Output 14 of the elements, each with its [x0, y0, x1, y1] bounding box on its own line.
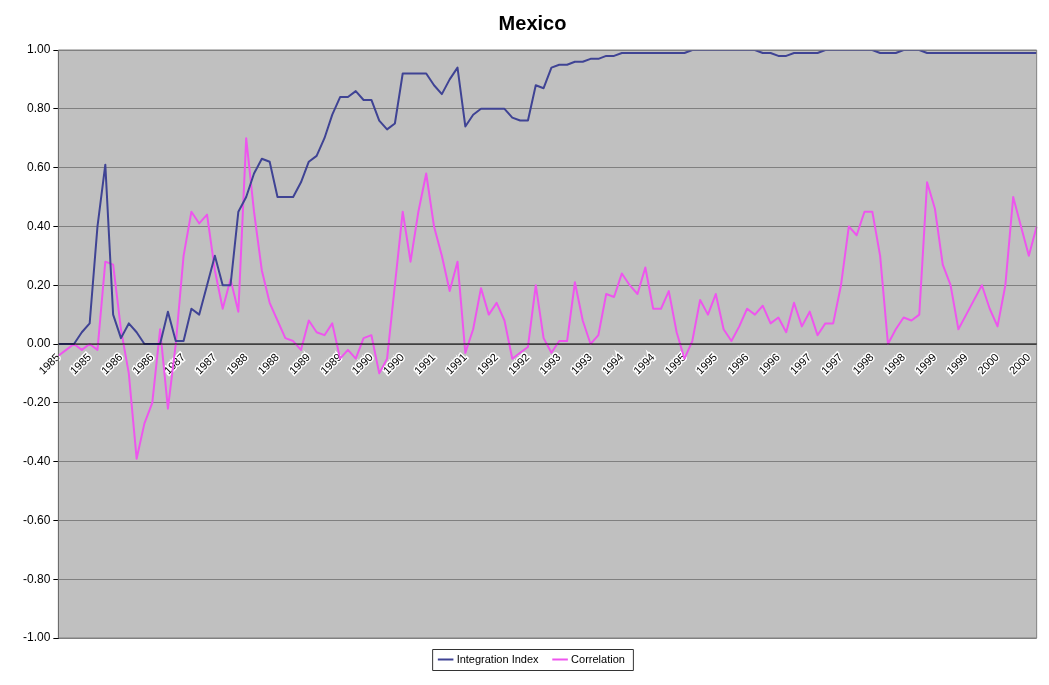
legend-label: Correlation: [571, 652, 625, 665]
y-tick-label: -0.40: [22, 453, 51, 468]
y-tick-label: 0.80: [26, 101, 51, 116]
y-tick-label: 1.00: [26, 42, 51, 57]
y-tick-label: -0.80: [22, 571, 51, 586]
y-tick-label: -0.20: [22, 395, 51, 410]
y-tick-label: 0.00: [26, 336, 51, 351]
chart-title: Mexico: [498, 11, 567, 34]
legend-label: Integration Index: [456, 652, 540, 665]
y-tick-label: -1.00: [22, 630, 51, 645]
y-tick-label: 0.40: [26, 218, 51, 233]
y-tick-label: 0.60: [26, 159, 51, 174]
y-tick-label: 0.20: [26, 277, 51, 292]
y-tick-label: -0.60: [22, 512, 51, 527]
